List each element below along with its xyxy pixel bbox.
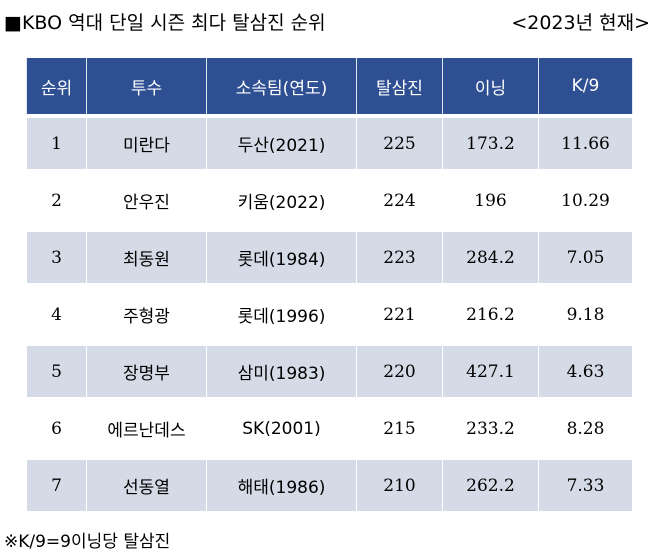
table-header-row: 순위 투수 소속팀(연도) 탈삼진 이닝 K/9 xyxy=(26,58,633,116)
header-pitcher: 투수 xyxy=(86,58,207,116)
cell-team-year: 롯데(1996) xyxy=(206,286,357,343)
cell-pitcher: 에르난데스 xyxy=(86,400,207,457)
table-row: 7 선동열 해태(1986) 210 262.2 7.33 xyxy=(26,457,633,511)
as-of-label: <2023년 현재> xyxy=(511,12,650,34)
cell-rank: 2 xyxy=(26,172,87,229)
cell-rank: 4 xyxy=(26,286,87,343)
table-row: 6 에르난데스 SK(2001) 215 233.2 8.28 xyxy=(26,400,633,457)
cell-strikeouts: 224 xyxy=(356,172,443,229)
cell-rank: 5 xyxy=(26,343,87,400)
cell-innings: 196 xyxy=(442,172,539,229)
cell-rank: 3 xyxy=(26,229,87,286)
cell-pitcher: 선동열 xyxy=(86,457,207,511)
cell-k9: 10.29 xyxy=(538,172,633,229)
header-k9: K/9 xyxy=(538,58,633,116)
cell-strikeouts: 221 xyxy=(356,286,443,343)
cell-pitcher: 주형광 xyxy=(86,286,207,343)
cell-innings: 262.2 xyxy=(442,457,539,511)
footnote: ※K/9=9이닝당 탈삼진 xyxy=(4,532,171,552)
cell-k9: 8.28 xyxy=(538,400,633,457)
table-row: 5 장명부 삼미(1983) 220 427.1 4.63 xyxy=(26,343,633,400)
cell-strikeouts: 210 xyxy=(356,457,443,511)
cell-team-year: SK(2001) xyxy=(206,400,357,457)
cell-k9: 11.66 xyxy=(538,116,633,172)
cell-innings: 173.2 xyxy=(442,116,539,172)
title-row: ■KBO 역대 단일 시즌 최다 탈삼진 순위 <2023년 현재> xyxy=(4,8,654,38)
cell-innings: 233.2 xyxy=(442,400,539,457)
cell-rank: 1 xyxy=(26,116,87,172)
cell-pitcher: 최동원 xyxy=(86,229,207,286)
cell-pitcher: 장명부 xyxy=(86,343,207,400)
header-team-year: 소속팀(연도) xyxy=(206,58,357,116)
cell-strikeouts: 223 xyxy=(356,229,443,286)
cell-strikeouts: 215 xyxy=(356,400,443,457)
table-row: 3 최동원 롯데(1984) 223 284.2 7.05 xyxy=(26,229,633,286)
header-innings: 이닝 xyxy=(442,58,539,116)
cell-team-year: 삼미(1983) xyxy=(206,343,357,400)
cell-team-year: 두산(2021) xyxy=(206,116,357,172)
cell-rank: 6 xyxy=(26,400,87,457)
cell-pitcher: 안우진 xyxy=(86,172,207,229)
cell-team-year: 해태(1986) xyxy=(206,457,357,511)
cell-pitcher: 미란다 xyxy=(86,116,207,172)
header-rank: 순위 xyxy=(26,58,87,116)
cell-rank: 7 xyxy=(26,457,87,511)
cell-innings: 427.1 xyxy=(442,343,539,400)
header-strikeouts: 탈삼진 xyxy=(356,58,443,116)
cell-k9: 7.33 xyxy=(538,457,633,511)
cell-k9: 4.63 xyxy=(538,343,633,400)
table-row: 2 안우진 키움(2022) 224 196 10.29 xyxy=(26,172,633,229)
cell-strikeouts: 225 xyxy=(356,116,443,172)
cell-team-year: 롯데(1984) xyxy=(206,229,357,286)
cell-innings: 284.2 xyxy=(442,229,539,286)
cell-team-year: 키움(2022) xyxy=(206,172,357,229)
cell-innings: 216.2 xyxy=(442,286,539,343)
table-row: 1 미란다 두산(2021) 225 173.2 11.66 xyxy=(26,116,633,172)
table-title: ■KBO 역대 단일 시즌 최다 탈삼진 순위 xyxy=(4,12,326,34)
strikeout-ranking-table: 순위 투수 소속팀(연도) 탈삼진 이닝 K/9 1 미란다 두산(2021) … xyxy=(26,58,633,511)
cell-strikeouts: 220 xyxy=(356,343,443,400)
cell-k9: 9.18 xyxy=(538,286,633,343)
cell-k9: 7.05 xyxy=(538,229,633,286)
table-row: 4 주형광 롯데(1996) 221 216.2 9.18 xyxy=(26,286,633,343)
